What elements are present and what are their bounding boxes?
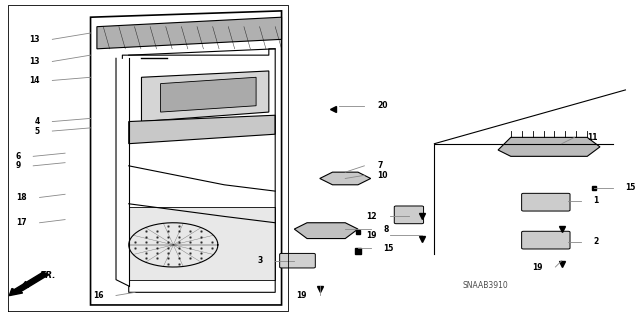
Text: 9: 9 bbox=[15, 161, 20, 170]
Polygon shape bbox=[141, 71, 269, 122]
Text: FR.: FR. bbox=[40, 271, 56, 280]
Text: 15: 15 bbox=[625, 183, 636, 192]
Text: 18: 18 bbox=[16, 193, 27, 202]
FancyBboxPatch shape bbox=[280, 253, 316, 268]
FancyArrow shape bbox=[9, 272, 49, 296]
Text: 19: 19 bbox=[532, 263, 543, 271]
Text: 4: 4 bbox=[35, 117, 40, 126]
FancyBboxPatch shape bbox=[522, 231, 570, 249]
Polygon shape bbox=[97, 17, 282, 49]
Polygon shape bbox=[129, 115, 275, 144]
Polygon shape bbox=[129, 207, 275, 280]
Text: 7: 7 bbox=[377, 161, 383, 170]
Text: 11: 11 bbox=[588, 133, 598, 142]
Text: 20: 20 bbox=[377, 101, 388, 110]
Text: 8: 8 bbox=[383, 225, 389, 234]
Text: SNAAB3910: SNAAB3910 bbox=[463, 281, 508, 291]
Text: 6: 6 bbox=[15, 152, 20, 161]
Polygon shape bbox=[294, 223, 358, 239]
Text: 3: 3 bbox=[257, 256, 262, 265]
Text: 10: 10 bbox=[377, 171, 388, 180]
FancyBboxPatch shape bbox=[394, 206, 424, 224]
Text: 12: 12 bbox=[367, 212, 377, 221]
Text: 17: 17 bbox=[16, 218, 27, 227]
Text: 19: 19 bbox=[296, 291, 307, 300]
Text: 1: 1 bbox=[593, 196, 599, 205]
Text: 14: 14 bbox=[29, 76, 40, 85]
Text: 13: 13 bbox=[29, 57, 40, 66]
Polygon shape bbox=[320, 172, 371, 185]
Text: 13: 13 bbox=[29, 35, 40, 44]
Polygon shape bbox=[161, 77, 256, 112]
Text: 15: 15 bbox=[383, 243, 394, 253]
Text: 19: 19 bbox=[367, 231, 377, 240]
Text: 2: 2 bbox=[593, 237, 599, 246]
FancyBboxPatch shape bbox=[522, 193, 570, 211]
Text: 5: 5 bbox=[35, 127, 40, 136]
Polygon shape bbox=[498, 137, 600, 156]
Text: 16: 16 bbox=[93, 291, 103, 300]
